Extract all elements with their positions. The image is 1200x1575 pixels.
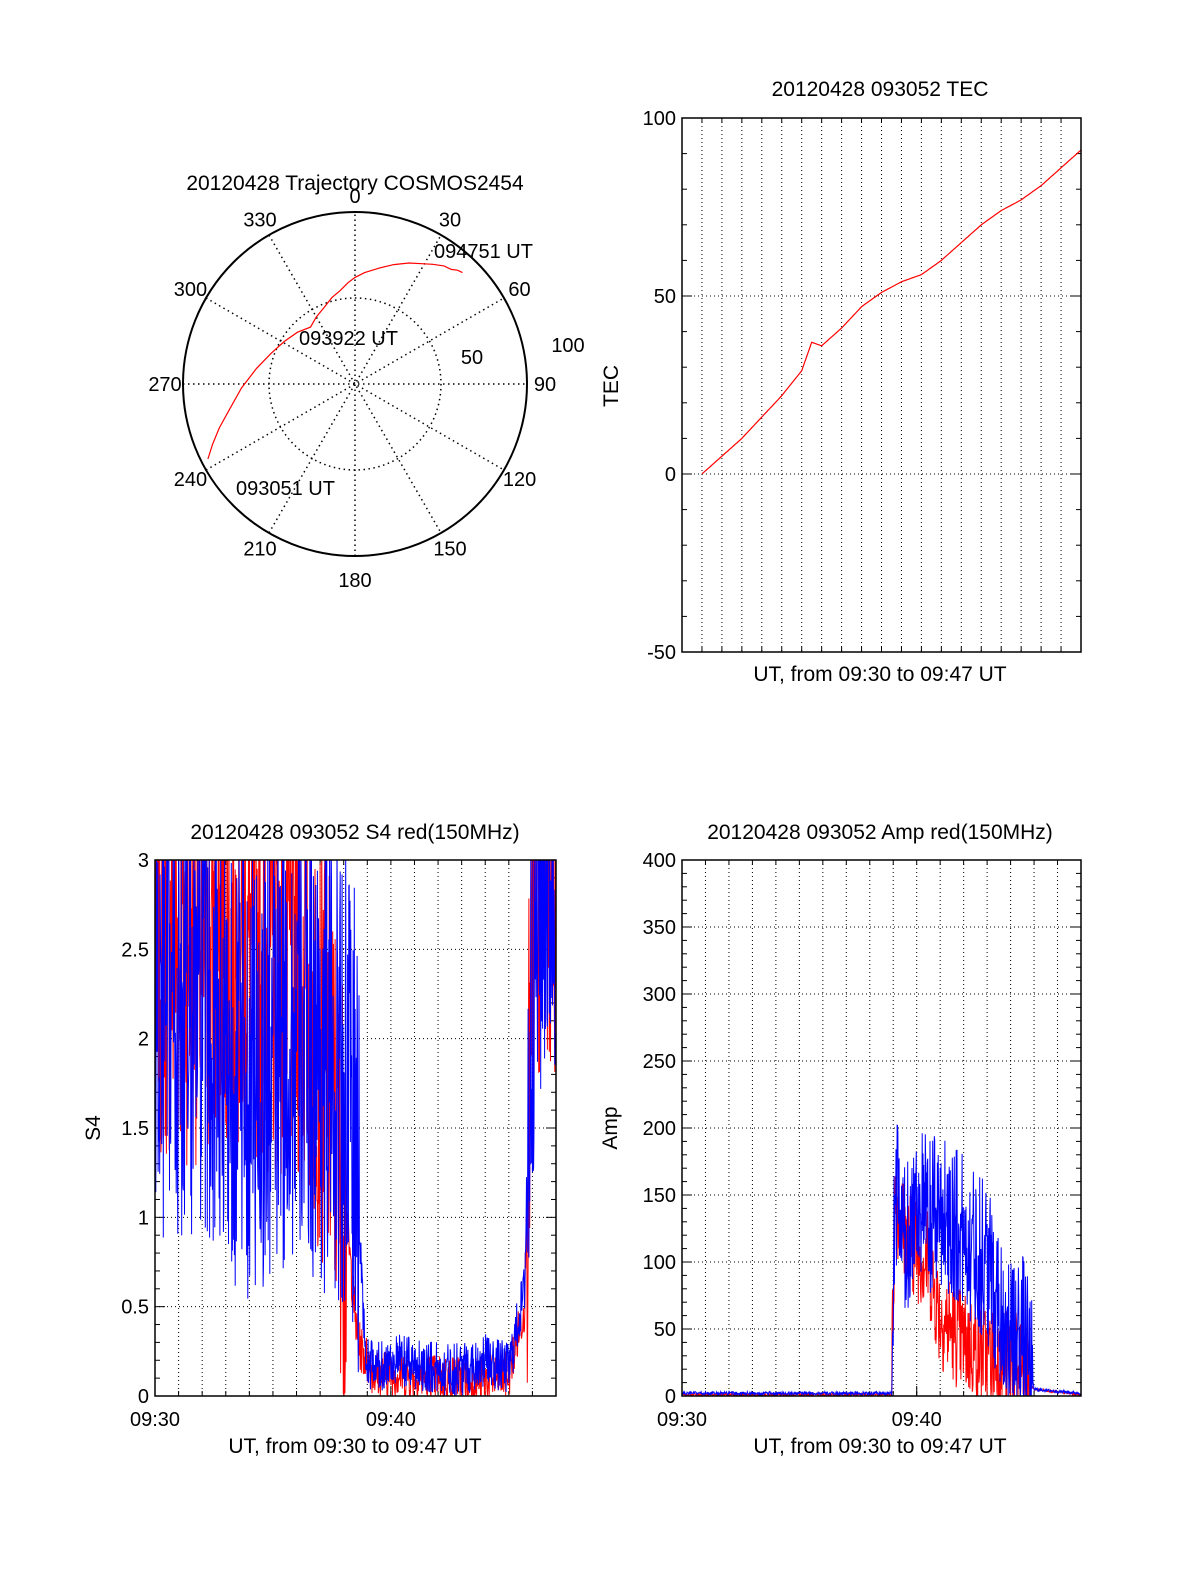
s4-body-series-group — [155, 860, 556, 1396]
s4-body-xtick-label: 09:30 — [130, 1409, 180, 1431]
s4-body-ytick-label: 2 — [138, 1029, 149, 1051]
polar-annotation: 093922 UT — [299, 328, 398, 350]
polar-azimuth-label: 60 — [508, 279, 530, 301]
s4-ylabel: S4 — [82, 1115, 105, 1141]
amp-chart: 20120428 093052 Amp red(150MHz) UT, from… — [599, 821, 1082, 1458]
polar-azimuth-label: 30 — [439, 209, 461, 231]
amp-body-ytick-label: 200 — [643, 1118, 676, 1140]
polar-azimuth-label: 270 — [148, 374, 181, 396]
tec-body-ytick-label: 0 — [665, 464, 676, 486]
polar-series — [207, 262, 463, 460]
amp-body-series-group — [682, 1124, 1081, 1396]
polar-inner-circle — [268, 297, 442, 471]
s4-body-series-blue — [155, 860, 556, 1396]
amp-body-xtick-label: 09:30 — [657, 1409, 707, 1431]
polar-radial-label: 50 — [461, 347, 483, 369]
polar-annotation: 094751 UT — [434, 241, 533, 263]
amp-title: 20120428 093052 Amp red(150MHz) — [707, 821, 1053, 844]
amp-body-ytick-label: 250 — [643, 1051, 676, 1073]
polar-azimuth-label: 90 — [534, 374, 556, 396]
polar-grid — [182, 211, 528, 557]
tec-body-series-red — [701, 149, 1081, 475]
amp-body-ytick-label: 100 — [643, 1252, 676, 1274]
tec-ylabel: TEC — [600, 365, 623, 407]
amp-body-series-blue — [682, 1124, 1081, 1396]
polar-azimuth-label: 240 — [174, 469, 207, 491]
s4-body-ytick-label: 2.5 — [121, 939, 149, 961]
polar-annotations: 094751 UT 093922 UT 093051 UT — [236, 241, 533, 500]
tec-xlabel: UT, from 09:30 to 09:47 UT — [753, 663, 1006, 686]
amp-body-ytick-label: 300 — [643, 984, 676, 1006]
polar-azimuth-labels: 0 30 60 90 120 150 180 210 240 270 300 330 — [148, 186, 556, 592]
s4-body-ytick-label: 3 — [138, 850, 149, 872]
polar-annotation: 093051 UT — [236, 478, 335, 500]
s4-body-series-red — [155, 860, 556, 1396]
s4-plot-area: 0 0.5 1 1.5 2 2.5 3 09:30 09:40 — [121, 850, 557, 1431]
s4-xlabel: UT, from 09:30 to 09:47 UT — [228, 1435, 481, 1458]
amp-body-xtick-label: 09:40 — [892, 1409, 942, 1431]
tec-body-ytick-label: 50 — [654, 286, 676, 308]
s4-title: 20120428 093052 S4 red(150MHz) — [190, 821, 519, 844]
s4-body-xtick-label: 09:40 — [366, 1409, 416, 1431]
polar-trajectory-chart: 20120428 Trajectory COSMOS2454 0 30 60 90 12… — [148, 172, 584, 592]
tec-title: 20120428 093052 TEC — [772, 78, 989, 101]
s4-body-ytick-label: 0.5 — [121, 1297, 149, 1319]
tec-body-series-group — [701, 149, 1081, 475]
polar-azimuth-label: 150 — [433, 539, 466, 561]
polar-trajectory-line — [207, 262, 463, 460]
polar-azimuth-label: 0 — [349, 186, 360, 208]
amp-plot-area: 0 50 100 150 200 250 300 350 400 09:30 09:40 — [643, 850, 1082, 1431]
s4-body-ytick-label: 1 — [138, 1207, 149, 1229]
s4-body-ytick-label: 0 — [138, 1386, 149, 1408]
polar-azimuth-label: 180 — [338, 570, 371, 592]
amp-ylabel: Amp — [599, 1106, 622, 1149]
amp-xlabel: UT, from 09:30 to 09:47 UT — [753, 1435, 1006, 1458]
tec-plot-area: -50 0 50 100 — [643, 108, 1082, 664]
s4-body-frame — [154, 859, 557, 1397]
polar-azimuth-label: 330 — [243, 209, 276, 231]
s4-body-ytick-label: 1.5 — [121, 1118, 149, 1140]
amp-body-ytick-label: 350 — [643, 917, 676, 939]
polar-title: 20120428 Trajectory COSMOS2454 — [186, 172, 524, 195]
polar-radial-labels: 50 100 — [461, 335, 585, 369]
tec-chart: 20120428 093052 TEC UT, from 09:30 to 09… — [600, 78, 1082, 686]
polar-azimuth-label: 300 — [174, 279, 207, 301]
amp-body-ytick-label: 400 — [643, 850, 676, 872]
polar-radial-label: 100 — [551, 335, 584, 357]
polar-azimuth-label: 210 — [243, 539, 276, 561]
tec-body-ytick-label: 100 — [643, 108, 676, 130]
tec-body-ytick-label: -50 — [647, 642, 676, 664]
amp-body-ytick-label: 150 — [643, 1185, 676, 1207]
amp-body-frame — [681, 859, 1082, 1397]
amp-body-ytick-label: 0 — [665, 1386, 676, 1408]
amp-body-ytick-label: 50 — [654, 1319, 676, 1341]
tec-body-frame — [681, 117, 1082, 653]
polar-azimuth-label: 120 — [503, 469, 536, 491]
s4-chart: 20120428 093052 S4 red(150MHz) UT, from … — [82, 821, 557, 1458]
